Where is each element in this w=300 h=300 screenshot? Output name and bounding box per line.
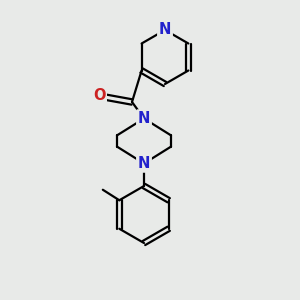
Text: N: N [159, 22, 171, 38]
Text: N: N [138, 111, 150, 126]
Text: N: N [138, 156, 150, 171]
Text: O: O [93, 88, 105, 104]
